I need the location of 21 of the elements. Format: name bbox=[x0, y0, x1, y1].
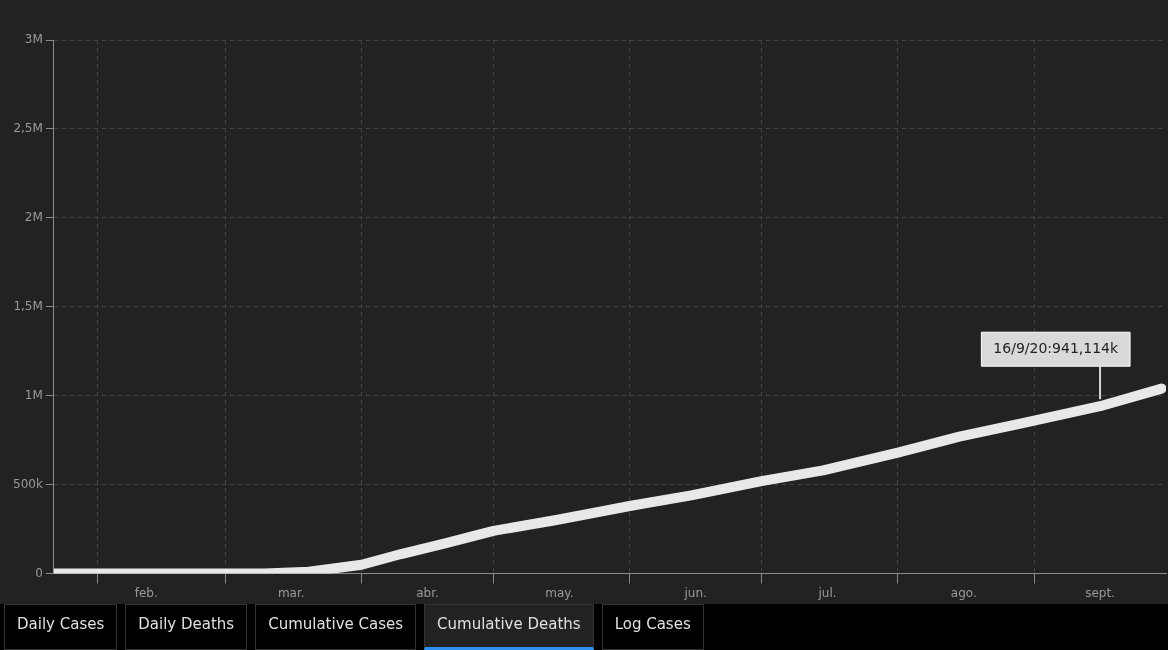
text: Cumulative Deaths bbox=[424, 604, 594, 650]
annotation: 16/9/20:941,114k bbox=[993, 339, 1119, 356]
x-tick-label: abr. bbox=[416, 585, 439, 600]
text: Cumulative Cases bbox=[255, 604, 417, 650]
y-tick-label: 1M bbox=[24, 387, 43, 402]
x-tick-label: feb. bbox=[134, 585, 158, 600]
text: Daily Deaths bbox=[125, 604, 248, 650]
y-tick-label: 1,5M bbox=[13, 298, 43, 313]
text: Daily Cases bbox=[4, 604, 118, 650]
x-tick-label: sept. bbox=[1085, 585, 1115, 600]
y-tick-label: 2,5M bbox=[13, 121, 43, 136]
x-tick-label: may. bbox=[545, 585, 574, 600]
y-tick-label: 3M bbox=[24, 32, 43, 47]
x-tick-label: ago. bbox=[950, 585, 977, 600]
y-tick-label: 0 bbox=[35, 565, 43, 580]
text: Log Cases bbox=[601, 604, 704, 650]
y-tick-label: 500k bbox=[12, 476, 43, 491]
x-tick-label: jun. bbox=[683, 585, 707, 600]
y-tick-label: 2M bbox=[24, 209, 43, 224]
x-tick-label: jul. bbox=[817, 585, 837, 600]
x-tick-label: mar. bbox=[277, 585, 305, 600]
